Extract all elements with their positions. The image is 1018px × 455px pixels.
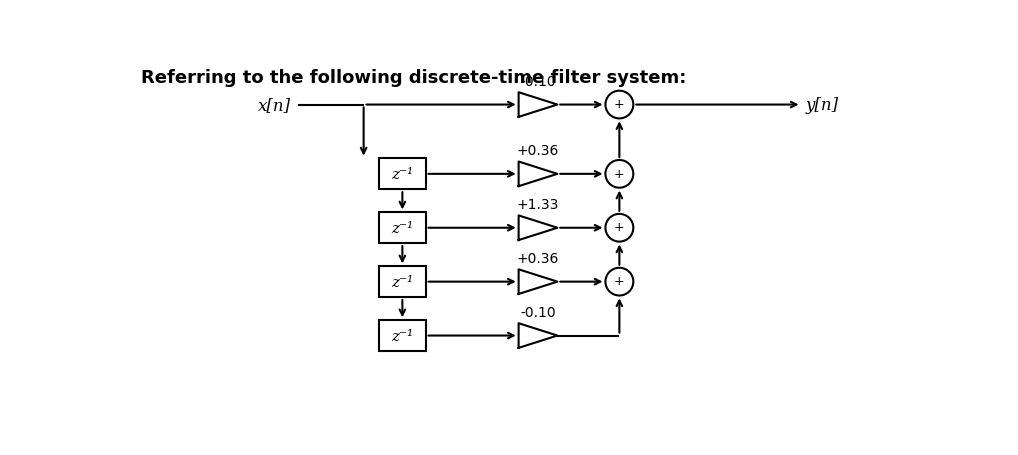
Text: +0.36: +0.36 (517, 144, 559, 157)
Text: y[n]: y[n] (805, 97, 839, 114)
Text: -0.10: -0.10 (520, 305, 556, 319)
Text: +: + (614, 167, 625, 180)
Text: +0.36: +0.36 (517, 251, 559, 265)
Text: +: + (614, 98, 625, 111)
Text: z⁻¹: z⁻¹ (391, 329, 413, 343)
Text: z⁻¹: z⁻¹ (391, 167, 413, 182)
Bar (379, 159, 426, 190)
Bar (379, 213, 426, 243)
Text: Referring to the following discrete-time filter system:: Referring to the following discrete-time… (142, 68, 686, 86)
Text: +: + (614, 275, 625, 288)
Bar (379, 320, 426, 351)
Text: z⁻¹: z⁻¹ (391, 275, 413, 289)
Bar (379, 267, 426, 298)
Text: x[n]: x[n] (259, 97, 291, 114)
Text: z⁻¹: z⁻¹ (391, 221, 413, 235)
Text: +1.33: +1.33 (517, 197, 559, 211)
Text: -0.10: -0.10 (520, 75, 556, 88)
Text: +: + (614, 221, 625, 234)
